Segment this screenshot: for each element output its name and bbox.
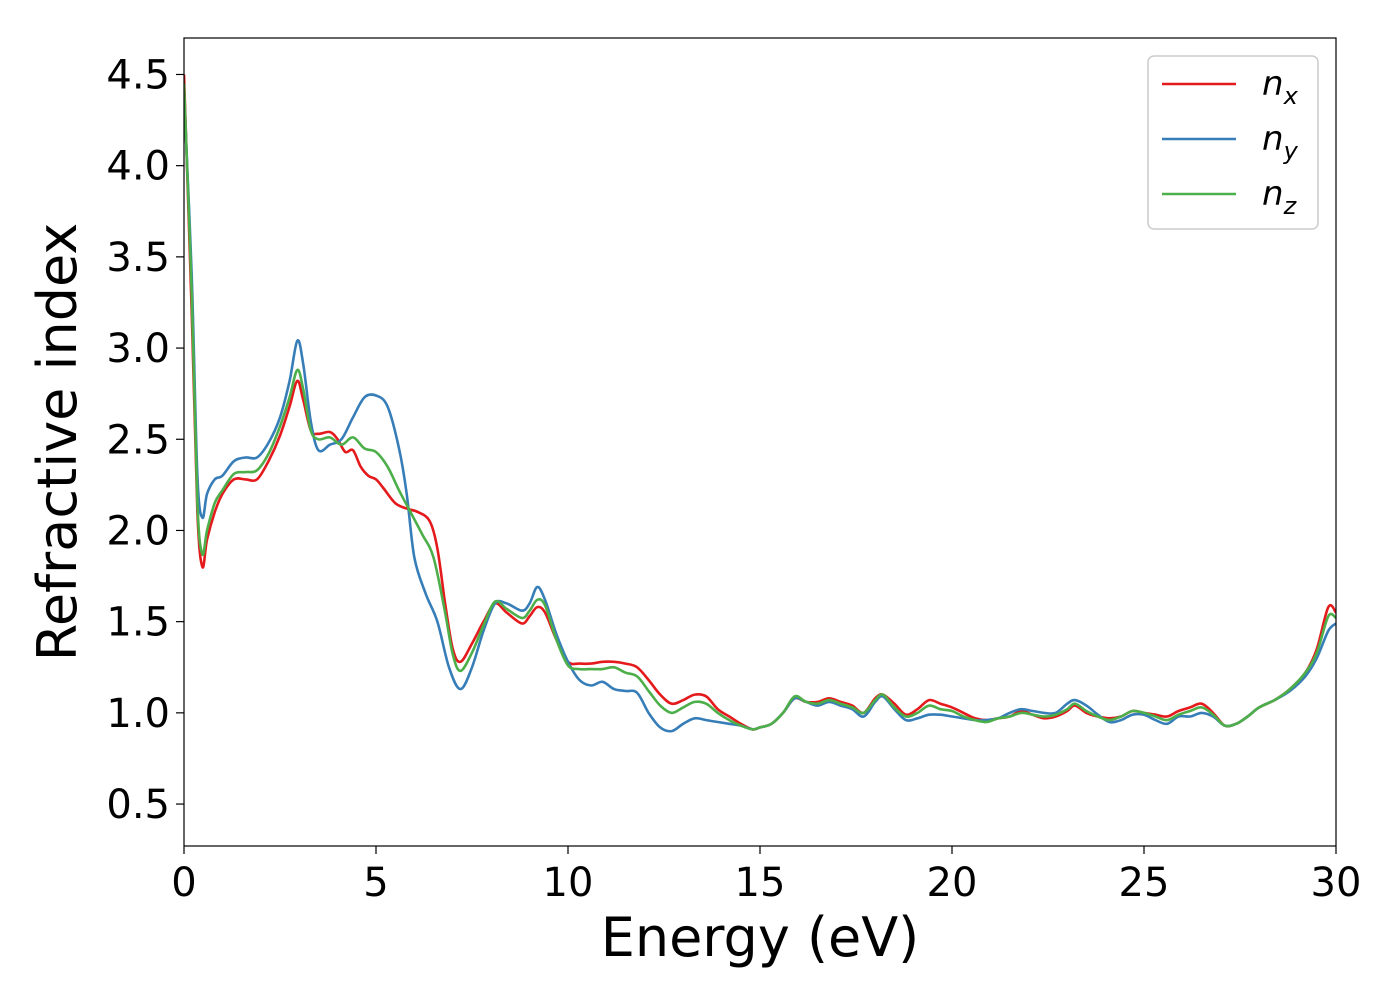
y-tick-label: 4.0 [106, 144, 170, 190]
x-tick-label: 0 [171, 860, 196, 906]
x-tick-label: 20 [927, 860, 978, 906]
legend-label-x: nx [1262, 64, 1299, 110]
y-tick-label: 3.0 [106, 326, 170, 372]
legend-label-subscript: x [1283, 82, 1299, 110]
x-axis: 0 5 10 15 20 25 30 [171, 846, 1361, 906]
x-axis-title: Energy (eV) [601, 906, 920, 969]
y-axis-title: Refractive index [26, 223, 89, 662]
y-tick-label: 1.5 [106, 600, 170, 646]
legend-label-base: n [1262, 119, 1284, 159]
series-line-y [184, 92, 1336, 733]
x-tick-label: 5 [363, 860, 388, 906]
x-tick-label: 25 [1119, 860, 1170, 906]
legend-label-base: n [1262, 174, 1284, 214]
x-tick-label: 15 [735, 860, 786, 906]
legend-box [1147, 55, 1319, 230]
series-line-z [184, 83, 1336, 731]
y-tick-label: 3.5 [106, 235, 170, 281]
y-tick-label: 2.5 [106, 417, 170, 463]
y-tick-label: 0.5 [106, 782, 170, 828]
series-layer [184, 74, 1336, 733]
y-axis: 0.5 1.0 1.5 2.0 2.5 3.0 3.5 4.0 4.5 [106, 52, 184, 828]
y-tick-label: 2.0 [106, 508, 170, 554]
legend-label-y: ny [1262, 119, 1299, 165]
y-tick-label: 4.5 [106, 52, 170, 98]
legend-label-subscript: z [1283, 192, 1298, 220]
legend-label-z: nz [1262, 174, 1298, 220]
legend-label-base: n [1262, 64, 1284, 104]
y-tick-label: 1.0 [106, 691, 170, 737]
legend-label-subscript: y [1283, 137, 1299, 165]
x-tick-label: 10 [543, 860, 594, 906]
x-tick-label: 30 [1311, 860, 1362, 906]
